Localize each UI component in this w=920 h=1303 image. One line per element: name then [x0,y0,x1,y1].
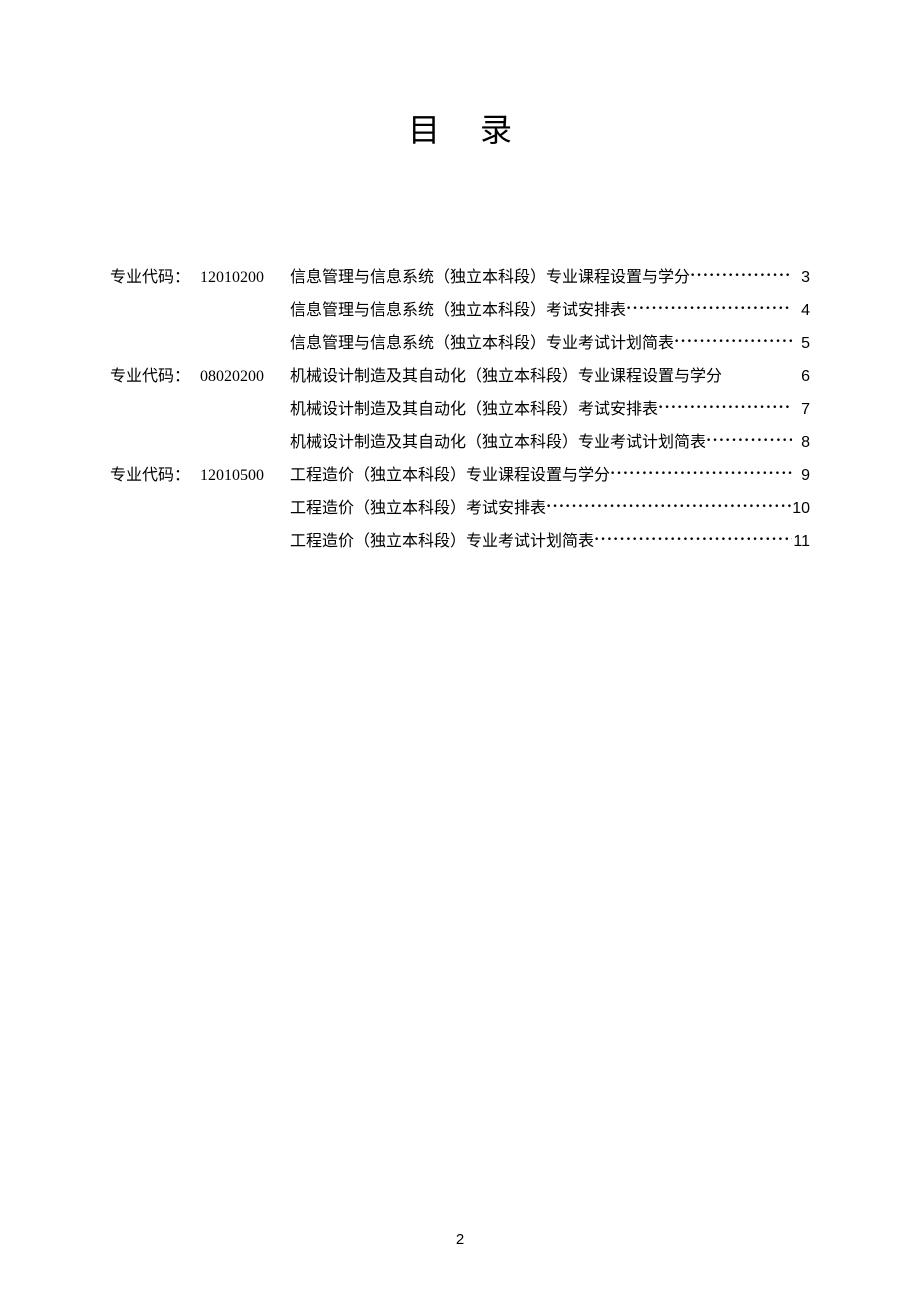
toc-entry: 专业代码： 12010200 信息管理与信息系统（独立本科段）专业课程设置与学分… [110,261,810,294]
code-label: 专业代码： [110,360,200,393]
toc-entry: 机械设计制造及其自动化（独立本科段）考试安排表 7 [110,393,810,426]
toc-entry: 工程造价（独立本科段）专业考试计划简表 11 [110,525,810,558]
entry-title: 信息管理与信息系统（独立本科段）专业课程设置与学分 [290,261,690,294]
entry-title: 工程造价（独立本科段）专业课程设置与学分 [290,459,610,492]
code-label: 专业代码： [110,261,200,294]
page-footer-number: 2 [0,1231,920,1248]
code-value: 12010500 [200,459,290,492]
toc-container: 专业代码： 12010200 信息管理与信息系统（独立本科段）专业课程设置与学分… [0,261,920,558]
page-number-ref: 10 [792,492,810,525]
entry-title: 工程造价（独立本科段）专业考试计划简表 [290,525,594,558]
toc-entry: 专业代码： 12010500 工程造价（独立本科段）专业课程设置与学分 9 [110,459,810,492]
page-number-ref: 9 [792,459,810,492]
code-value: 08020200 [200,360,290,393]
page-number-ref: 8 [792,426,810,459]
entry-title: 信息管理与信息系统（独立本科段）专业考试计划简表 [290,327,674,360]
page-number-ref: 7 [792,393,810,426]
dot-leader [690,259,792,292]
dot-leader [610,457,792,490]
entry-title: 机械设计制造及其自动化（独立本科段）专业课程设置与学分 [290,360,722,393]
code-value: 12010200 [200,261,290,294]
dot-leader [594,523,792,556]
toc-entry: 信息管理与信息系统（独立本科段）专业考试计划简表 5 [110,327,810,360]
page-title: 目录 [0,0,920,151]
entry-title: 信息管理与信息系统（独立本科段）考试安排表 [290,294,626,327]
dot-leader [546,490,792,523]
toc-entry: 机械设计制造及其自动化（独立本科段）专业考试计划简表 8 [110,426,810,459]
toc-entry: 专业代码： 08020200 机械设计制造及其自动化（独立本科段）专业课程设置与… [110,360,810,393]
toc-entry: 信息管理与信息系统（独立本科段）考试安排表 4 [110,294,810,327]
code-label: 专业代码： [110,459,200,492]
page-number-ref: 5 [792,327,810,360]
page-number-ref: 4 [792,294,810,327]
page-number-ref: 3 [792,261,810,294]
entry-title: 机械设计制造及其自动化（独立本科段）专业考试计划简表 [290,426,706,459]
dot-leader [674,325,792,358]
toc-entry: 工程造价（独立本科段）考试安排表 10 [110,492,810,525]
entry-title: 工程造价（独立本科段）考试安排表 [290,492,546,525]
dot-leader [658,391,792,424]
page-number-ref: 6 [792,360,810,393]
page-number-ref: 11 [792,525,810,558]
dot-leader [626,292,792,325]
dot-leader [706,424,792,457]
entry-title: 机械设计制造及其自动化（独立本科段）考试安排表 [290,393,658,426]
